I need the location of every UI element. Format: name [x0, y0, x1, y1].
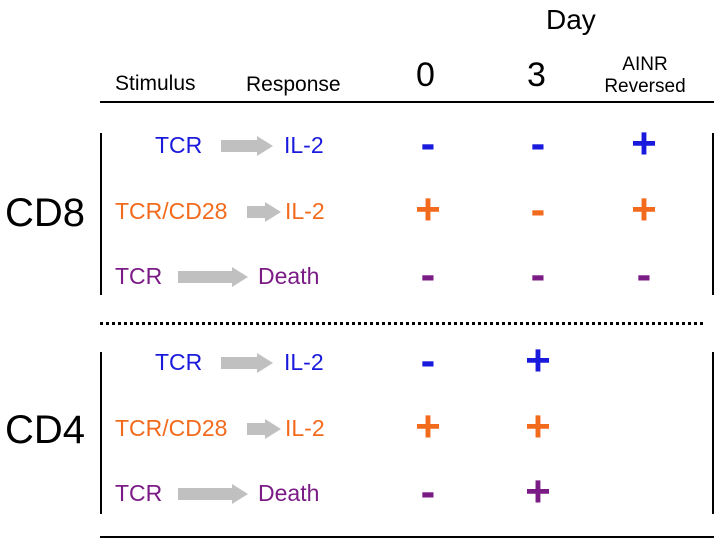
response-label: IL-2 — [285, 415, 325, 441]
response-label: IL-2 — [284, 132, 324, 158]
response-header: Response — [246, 73, 341, 96]
stimulus-label: TCR/CD28 — [115, 415, 228, 441]
ainr-result-symbol: + — [631, 119, 657, 168]
header-rule — [100, 101, 714, 103]
day3-result-symbol: - — [530, 185, 546, 234]
cd8-left-bracket — [100, 133, 102, 295]
cd4-label: CD4 — [5, 408, 86, 452]
cd4-left-bracket — [100, 352, 102, 514]
day3-header: 3 — [527, 56, 546, 94]
ainr-result-symbol: - — [636, 250, 652, 299]
response-label: IL-2 — [284, 349, 324, 375]
arrow-right-icon — [221, 353, 273, 373]
day3-result-symbol: + — [525, 336, 551, 385]
response-label: IL-2 — [285, 198, 325, 224]
group-separator — [100, 322, 703, 325]
day0-result-symbol: + — [415, 185, 441, 234]
response-label: Death — [258, 263, 320, 289]
arrow-right-icon — [178, 267, 248, 287]
day0-header: 0 — [416, 56, 435, 94]
stimulus-label: TCR — [115, 263, 163, 289]
arrow-right-icon — [178, 484, 248, 504]
stimulus-label: TCR — [155, 349, 203, 375]
ainr-reversed-header: AINR Reversed — [595, 54, 695, 98]
arrow-right-icon — [247, 202, 281, 222]
stimulus-header: Stimulus — [115, 72, 196, 95]
ainr-result-symbol: + — [631, 185, 657, 234]
day0-result-symbol: - — [420, 336, 436, 385]
day3-result-symbol: - — [530, 119, 546, 168]
day3-result-symbol: + — [525, 402, 551, 451]
day3-result-symbol: + — [525, 467, 551, 516]
ainr-line-1: AINR — [622, 54, 668, 75]
day0-result-symbol: - — [420, 250, 436, 299]
day0-result-symbol: - — [420, 119, 436, 168]
bottom-rule — [100, 536, 714, 538]
cd4-right-bracket — [712, 352, 714, 514]
cd8-right-bracket — [712, 133, 714, 295]
day0-result-symbol: + — [415, 402, 441, 451]
stimulus-label: TCR — [115, 480, 163, 506]
arrow-right-icon — [221, 136, 273, 156]
day3-result-symbol: - — [530, 250, 546, 299]
arrow-right-icon — [247, 419, 281, 439]
day0-result-symbol: - — [420, 467, 436, 516]
day-header: Day — [546, 4, 596, 35]
stimulus-label: TCR/CD28 — [115, 198, 228, 224]
ainr-line-2: Reversed — [604, 76, 686, 97]
cd8-label: CD8 — [5, 191, 86, 235]
stimulus-label: TCR — [155, 132, 203, 158]
response-label: Death — [258, 480, 320, 506]
